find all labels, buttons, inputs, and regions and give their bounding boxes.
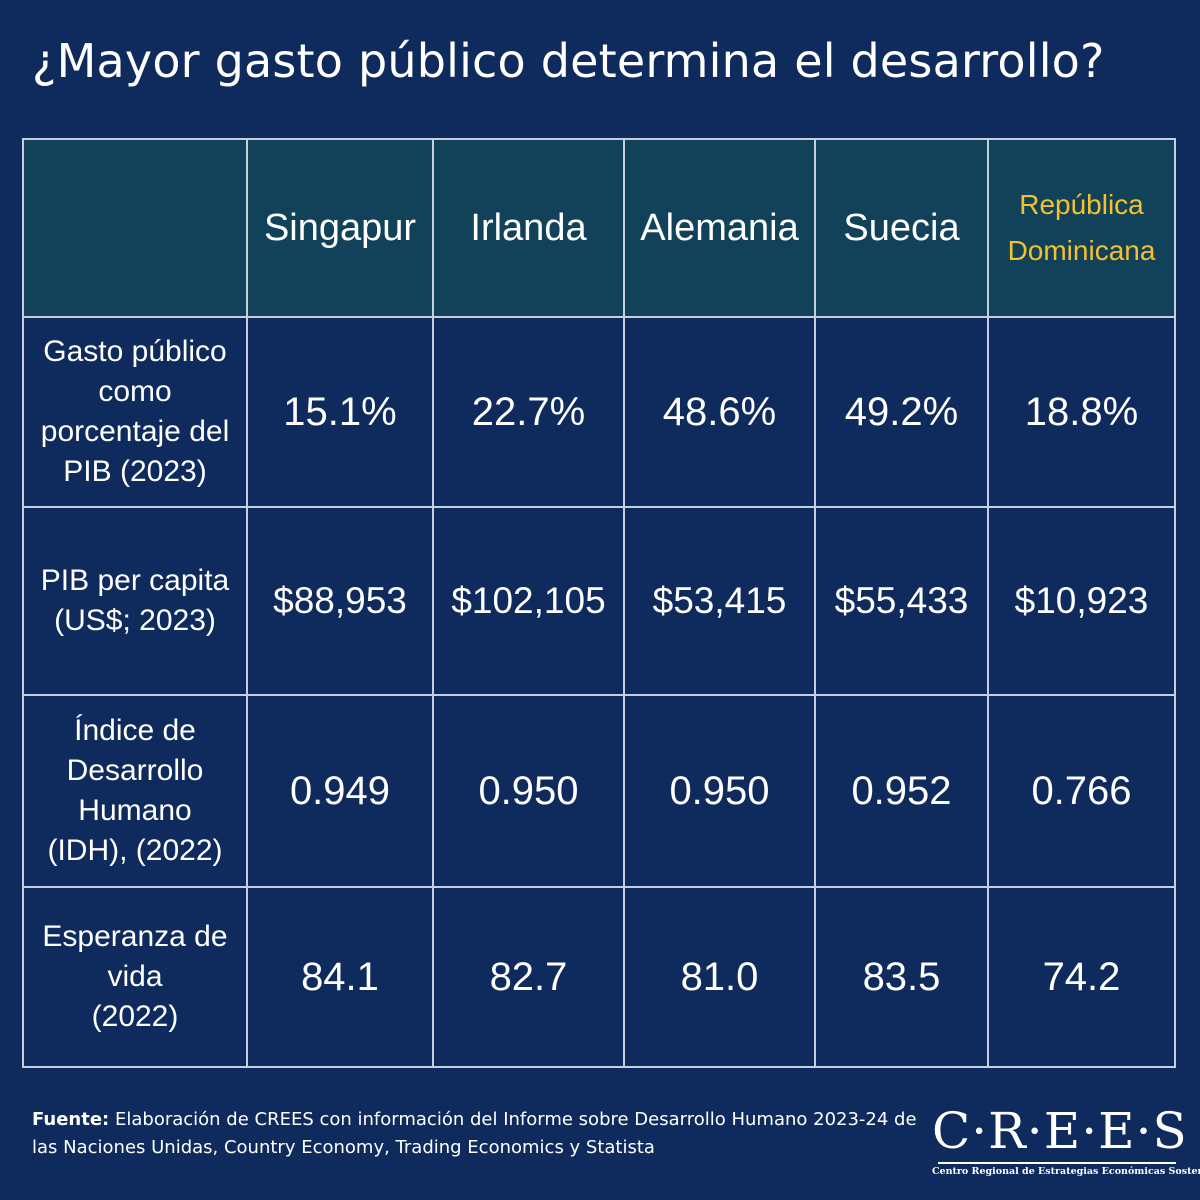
table-row: Gasto público como porcentaje del PIB (2… (22, 316, 1176, 508)
row-label-line: (US$; 2023) (54, 604, 216, 637)
value-cell: $55,433 (814, 506, 989, 696)
row-label-line: como (98, 375, 172, 408)
value-cell: 82.7 (432, 886, 625, 1068)
row-label-line: (IDH), (2022) (47, 834, 223, 867)
row-label-line: Gasto público (43, 335, 227, 368)
crees-logo: C·R·E·E·S Centro Regional de Estrategias… (932, 1100, 1200, 1180)
logo-subtitle: Centro Regional de Estrategias Económica… (932, 1166, 1200, 1177)
column-header-line: Dominicana (1007, 235, 1156, 266)
value-cell: $102,105 (432, 506, 625, 696)
value-cell: 0.766 (987, 694, 1176, 888)
table-row: Índice de Desarrollo Humano (IDH), (2022… (22, 694, 1176, 888)
value-cell: 49.2% (814, 316, 989, 508)
row-label-line: PIB (2023) (63, 455, 207, 488)
logo-divider (938, 1162, 1176, 1164)
row-label-line: PIB per capita (40, 564, 230, 597)
logo-wordmark: C·R·E·E·S (932, 1102, 1188, 1160)
row-label-line: (2022) (91, 1000, 179, 1033)
row-label-line: vida (107, 960, 163, 993)
value-cell: 83.5 (814, 886, 989, 1068)
value-cell: 22.7% (432, 316, 625, 508)
header-corner-cell (22, 138, 248, 318)
source-note: Fuente: Elaboración de CREES con informa… (32, 1106, 932, 1162)
source-label: Fuente: (32, 1109, 110, 1130)
value-cell: 0.950 (432, 694, 625, 888)
value-cell: 0.952 (814, 694, 989, 888)
header-row: Singapur Irlanda Alemania Suecia Repúbli… (22, 138, 1176, 318)
row-label-line: porcentaje del (40, 415, 230, 448)
page-title: ¿Mayor gasto público determina el desarr… (32, 34, 1105, 88)
value-cell: $10,923 (987, 506, 1176, 696)
value-cell: 48.6% (623, 316, 816, 508)
row-label-line: Índice de (74, 714, 196, 747)
column-header-republica-dominicana: República Dominicana (987, 138, 1176, 318)
column-header-alemania: Alemania (623, 138, 816, 318)
value-cell: 18.8% (987, 316, 1176, 508)
value-cell: $53,415 (623, 506, 816, 696)
column-header-suecia: Suecia (814, 138, 989, 318)
value-cell: 0.949 (246, 694, 434, 888)
table-row: Esperanza de vida (2022) 84.1 82.7 81.0 … (22, 886, 1176, 1068)
source-text: Elaboración de CREES con información del… (32, 1109, 917, 1158)
value-cell: 0.950 (623, 694, 816, 888)
value-cell: $88,953 (246, 506, 434, 696)
row-label-idh: Índice de Desarrollo Humano (IDH), (2022… (22, 694, 248, 888)
column-header-line: República (1019, 189, 1144, 220)
value-cell: 81.0 (623, 886, 816, 1068)
value-cell: 84.1 (246, 886, 434, 1068)
column-header-singapur: Singapur (246, 138, 434, 318)
value-cell: 74.2 (987, 886, 1176, 1068)
row-label-pib-per-capita: PIB per capita (US$; 2023) (22, 506, 248, 696)
table-row: PIB per capita (US$; 2023) $88,953 $102,… (22, 506, 1176, 696)
row-label-line: Humano (78, 794, 192, 827)
data-table: Singapur Irlanda Alemania Suecia Repúbli… (22, 138, 1176, 1068)
column-header-irlanda: Irlanda (432, 138, 625, 318)
row-label-line: Desarrollo (66, 754, 204, 787)
row-label-line: Esperanza de (42, 920, 228, 953)
value-cell: 15.1% (246, 316, 434, 508)
row-label-gasto-publico: Gasto público como porcentaje del PIB (2… (22, 316, 248, 508)
row-label-esperanza-de-vida: Esperanza de vida (2022) (22, 886, 248, 1068)
